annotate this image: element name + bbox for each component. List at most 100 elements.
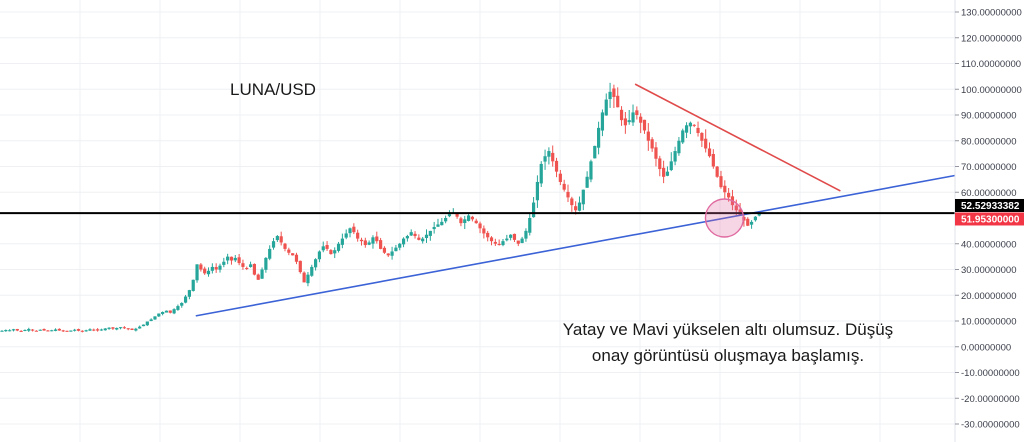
- candle-body-69: [264, 257, 268, 270]
- candle-body-175: [669, 161, 673, 171]
- candle-92: [352, 223, 356, 235]
- candle-body-178: [681, 130, 685, 143]
- candle-115: [440, 218, 444, 226]
- candle-body-185: [707, 148, 712, 157]
- candle-186: [711, 149, 715, 169]
- candle-179: [684, 122, 689, 139]
- candle-body-15: [57, 328, 61, 331]
- candle-body-6: [23, 330, 27, 332]
- candle-50: [191, 279, 195, 292]
- candle-body-91: [348, 228, 352, 234]
- candle-body-63: [241, 263, 245, 267]
- candle-body-173: [662, 167, 666, 177]
- candle-158: [604, 93, 608, 116]
- candle-body-140: [535, 181, 540, 201]
- candle-body-119: [455, 213, 459, 217]
- highlight-circle: [704, 198, 745, 238]
- candle-137: [524, 228, 528, 242]
- candle-body-4: [15, 328, 19, 331]
- candle-body-46: [176, 306, 180, 310]
- price-label-text-1: 51.95300000: [961, 214, 1020, 225]
- candle-141: [539, 161, 543, 187]
- candle-81: [310, 264, 314, 277]
- candle-body-170: [650, 139, 654, 149]
- candle-111: [424, 229, 429, 243]
- candle-body-101: [386, 253, 390, 256]
- candle-body-104: [398, 243, 402, 248]
- tick-label-10: 20.00000000: [961, 291, 1016, 302]
- candle-142: [543, 149, 547, 170]
- candle-1: [4, 329, 8, 332]
- candle-body-184: [704, 138, 708, 149]
- candle-body-84: [321, 246, 325, 251]
- annotation-line-1: Yatay ve Mavi yükselen altı olumsuz. Düş…: [563, 320, 893, 339]
- candle-body-163: [623, 118, 627, 126]
- candle-12: [46, 330, 50, 332]
- candle-25: [96, 328, 100, 332]
- candle-body-89: [340, 238, 344, 245]
- candle-body-39: [149, 319, 153, 322]
- candle-body-165: [631, 112, 635, 123]
- candle-body-129: [493, 241, 497, 244]
- candle-body-74: [283, 243, 287, 249]
- candle-71: [271, 238, 276, 250]
- candle-body-43: [164, 310, 169, 313]
- candle-36: [138, 325, 142, 329]
- candle-182: [696, 121, 700, 137]
- candle-8: [30, 328, 35, 332]
- candle-body-19: [73, 329, 77, 331]
- candle-172: [658, 155, 662, 177]
- candle-38: [145, 321, 149, 326]
- candle-68: [260, 267, 264, 279]
- candle-147: [562, 179, 566, 192]
- candle-body-20: [76, 329, 81, 331]
- candle-100: [382, 246, 387, 254]
- candle-184: [704, 129, 708, 153]
- candle-body-122: [466, 215, 471, 221]
- candle-body-75: [287, 249, 291, 253]
- candle-84: [321, 241, 325, 253]
- candle-170: [650, 137, 654, 152]
- candle-177: [677, 137, 681, 156]
- candle-body-86: [329, 250, 333, 255]
- candle-body-56: [214, 267, 218, 270]
- candle-55: [210, 263, 214, 274]
- candle-163: [623, 111, 627, 134]
- candle-body-62: [237, 257, 241, 264]
- candle-body-121: [463, 219, 467, 224]
- candle-2: [8, 329, 12, 332]
- candle-54: [206, 267, 211, 277]
- candle-58: [222, 257, 226, 268]
- candle-body-8: [30, 329, 35, 331]
- candle-body-47: [180, 302, 184, 306]
- candle-body-134: [512, 233, 517, 240]
- candle-52: [199, 263, 203, 272]
- candle-123: [470, 215, 474, 222]
- candle-body-53: [203, 268, 207, 274]
- candle-body-166: [635, 110, 639, 115]
- candle-64: [245, 266, 249, 271]
- tick-label-7: 60.00000000: [961, 188, 1016, 199]
- candle-body-35: [134, 328, 138, 331]
- candle-body-198: [757, 212, 761, 216]
- candle-body-137: [524, 230, 528, 239]
- candle-body-28: [107, 327, 111, 329]
- candle-body-37: [141, 324, 146, 327]
- candle-body-50: [191, 279, 195, 291]
- candle-body-162: [619, 109, 624, 121]
- candle-31: [118, 327, 123, 330]
- candle-14: [53, 328, 58, 332]
- candle-body-125: [478, 223, 482, 229]
- candle-34: [130, 328, 134, 331]
- candle-93: [356, 229, 360, 242]
- price-labels: 52.52933382 51.95300000: [955, 198, 1024, 226]
- candle-body-95: [363, 240, 367, 246]
- candle-153: [585, 171, 589, 188]
- candle-95: [363, 237, 367, 248]
- candle-body-181: [692, 124, 696, 126]
- candle-77: [294, 252, 299, 265]
- candle-body-51: [195, 264, 199, 281]
- candle-body-82: [313, 259, 318, 268]
- candle-body-49: [187, 290, 191, 297]
- candle-body-103: [394, 247, 398, 252]
